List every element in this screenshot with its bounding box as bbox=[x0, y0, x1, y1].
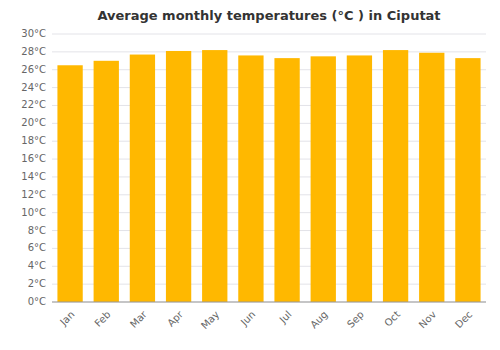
title: Average monthly temperatures (°C ) in Ci… bbox=[97, 8, 440, 23]
bar bbox=[94, 61, 119, 302]
bar bbox=[311, 56, 336, 302]
x-tick-label: Mar bbox=[128, 308, 150, 330]
x-tick-label: Dec bbox=[453, 309, 474, 330]
y-tick-label: 2°C bbox=[28, 278, 46, 289]
bar bbox=[347, 55, 372, 302]
chart-holder: 0°C 2°C 4°C 6°C 8°C 10°C 12°C 14°C 16°C 18°C 20°C 2… bbox=[0, 0, 500, 350]
y-tick-label: 28°C bbox=[21, 46, 46, 57]
x-tick-label: Jul bbox=[277, 309, 294, 326]
y-tick-label: 12°C bbox=[21, 189, 46, 200]
y-tick-label: 4°C bbox=[28, 260, 46, 271]
bar bbox=[166, 51, 191, 302]
bar bbox=[130, 55, 155, 302]
y-tick-label: 6°C bbox=[28, 242, 46, 253]
y-tick-label: 26°C bbox=[21, 64, 46, 75]
y-axis: 0°C 2°C 4°C 6°C 8°C 10°C 12°C 14°C 16°C 18°C 20°C 2… bbox=[21, 28, 46, 307]
y-tick-label: 8°C bbox=[28, 225, 46, 236]
bar bbox=[455, 58, 480, 302]
chart: 0°C 2°C 4°C 6°C 8°C 10°C 12°C 14°C 16°C 18°C 20°C 2… bbox=[0, 0, 500, 350]
bar bbox=[383, 50, 408, 302]
x-tick-label: Nov bbox=[417, 309, 439, 331]
x-tick-label: Jan bbox=[57, 309, 76, 328]
bar bbox=[419, 53, 444, 302]
y-tick-label: 22°C bbox=[21, 99, 46, 110]
grid-line bbox=[52, 302, 486, 303]
x-tick-label: Jun bbox=[238, 309, 258, 329]
y-tick-label: 16°C bbox=[21, 153, 46, 164]
x-axis: Jan Feb Mar Apr May Jun Jul Aug Sep Oct Nov Dec bbox=[57, 308, 474, 331]
x-tick-label: Apr bbox=[165, 308, 186, 329]
grid-line bbox=[52, 51, 486, 52]
x-tick-label: May bbox=[199, 309, 221, 331]
x-tick-label: Oct bbox=[382, 309, 402, 329]
y-tick-label: 18°C bbox=[21, 135, 46, 146]
x-tick-label: Feb bbox=[92, 309, 112, 329]
y-tick-label: 30°C bbox=[21, 28, 46, 39]
bar bbox=[274, 58, 299, 302]
x-tick-label: Sep bbox=[345, 309, 366, 330]
y-tick-label: 24°C bbox=[21, 82, 46, 93]
y-tick-label: 0°C bbox=[28, 296, 46, 307]
bar bbox=[57, 65, 82, 302]
y-tick-label: 20°C bbox=[21, 117, 46, 128]
bars bbox=[57, 50, 480, 302]
grid bbox=[52, 34, 486, 302]
grid-line bbox=[52, 34, 486, 35]
x-axis-line bbox=[52, 302, 486, 303]
y-tick-label: 14°C bbox=[21, 171, 46, 182]
x-tick-label: Aug bbox=[308, 309, 330, 331]
y-tick-label: 10°C bbox=[21, 207, 46, 218]
bar bbox=[238, 55, 263, 302]
bar bbox=[202, 50, 227, 302]
